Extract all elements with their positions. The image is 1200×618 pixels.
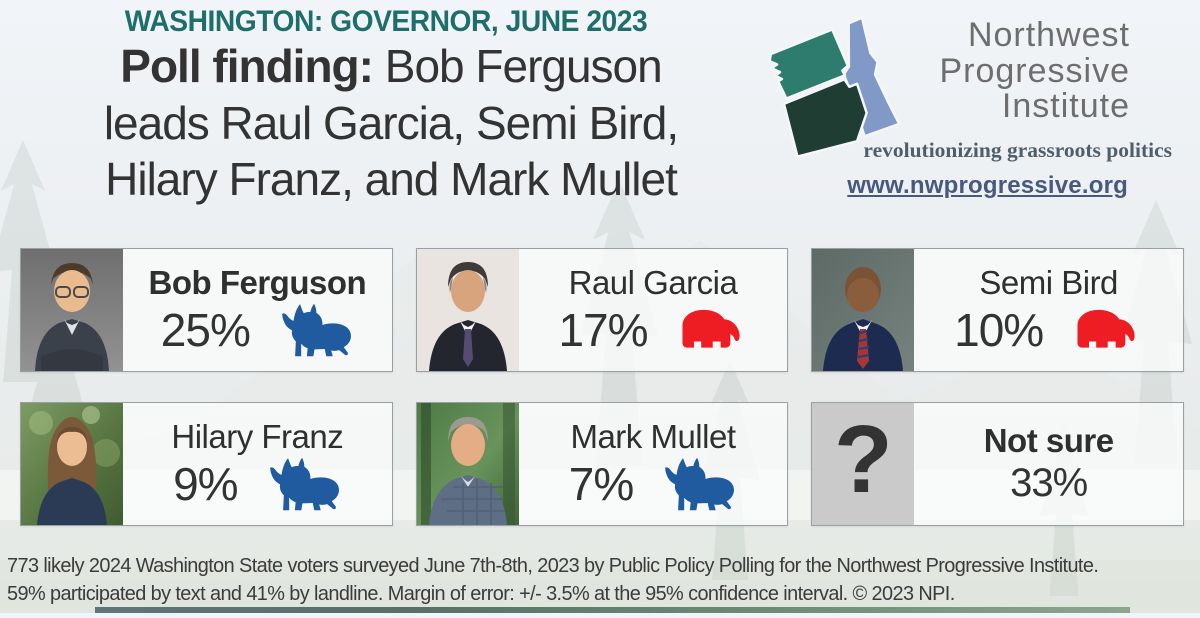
org-name: Northwest Progressive Institute <box>764 8 1174 125</box>
hilary-franz-photo <box>21 403 123 525</box>
npi-logo-block: Northwest Progressive Institute revoluti… <box>764 8 1174 220</box>
candidate-percentage: 17% <box>558 303 648 356</box>
org-website-link[interactable]: www.nwprogressive.org <box>847 172 1128 200</box>
not-sure-label: Not sure <box>983 422 1114 459</box>
org-name-line1: Northwest <box>967 16 1130 54</box>
title-line3: Hilary Franz, and Mark Mullet <box>105 153 678 206</box>
question-mark-icon: ? <box>812 403 915 525</box>
elephant-icon <box>1071 306 1143 354</box>
candidate-name: Raul Garcia <box>568 263 738 301</box>
candidate-card-mark-mullet: Mark Mullet 7% <box>415 402 789 526</box>
title-line2: leads Raul Garcia, Semi Bird, <box>103 96 679 149</box>
candidate-name: Bob Ferguson <box>148 263 367 301</box>
candidate-name: Hilary Franz <box>171 417 344 455</box>
poll-finding-title: Poll finding: Bob Ferguson leads Raul Ga… <box>0 38 782 208</box>
candidate-card-raul-garcia: Raul Garcia 17% <box>415 248 789 372</box>
methodology-footnote: 773 likely 2024 Washington State voters … <box>7 553 1193 608</box>
question-mark-glyph: ? <box>834 406 893 513</box>
poll-results-grid: Bob Ferguson 25% Raul Garcia <box>20 248 1184 526</box>
org-tagline: revolutionizing grassroots politics <box>863 138 1172 163</box>
background-treeline-strip <box>95 607 1130 613</box>
candidate-card-semi-bird: Semi Bird 10% <box>811 248 1184 372</box>
candidate-card-bob-ferguson: Bob Ferguson 25% <box>20 248 393 372</box>
not-sure-percentage: 33% <box>1010 461 1088 505</box>
title-lead-in: Poll finding: <box>120 40 374 92</box>
elephant-icon <box>676 306 748 354</box>
bob-ferguson-photo <box>21 249 123 371</box>
candidate-card-hilary-franz: Hilary Franz 9% <box>20 402 393 526</box>
candidate-percentage: 7% <box>568 457 634 510</box>
footnote-line2: 59% participated by text and 41% by land… <box>7 582 955 605</box>
candidate-name: Mark Mullet <box>570 417 736 455</box>
raul-garcia-photo <box>416 249 519 371</box>
not-sure-card: ? Not sure 33% <box>811 402 1184 526</box>
candidate-percentage: 25% <box>160 303 251 356</box>
org-name-line2: Progressive <box>939 51 1130 90</box>
candidate-name: Semi Bird <box>979 263 1118 301</box>
footnote-line1: 773 likely 2024 Washington State voters … <box>7 555 1099 578</box>
race-kicker: WASHINGTON: GOVERNOR, JUNE 2023 <box>124 5 648 38</box>
mark-mullet-photo <box>416 403 519 525</box>
donkey-icon <box>278 303 354 357</box>
pacific-northwest-map-icon <box>768 16 901 158</box>
semi-bird-photo <box>812 249 915 371</box>
candidate-percentage: 10% <box>954 303 1044 356</box>
donkey-icon <box>661 457 737 511</box>
candidate-percentage: 9% <box>173 457 238 510</box>
org-name-line3: Institute <box>1001 87 1130 126</box>
title-line1-rest: Bob Ferguson <box>372 40 663 92</box>
donkey-icon <box>266 457 342 511</box>
